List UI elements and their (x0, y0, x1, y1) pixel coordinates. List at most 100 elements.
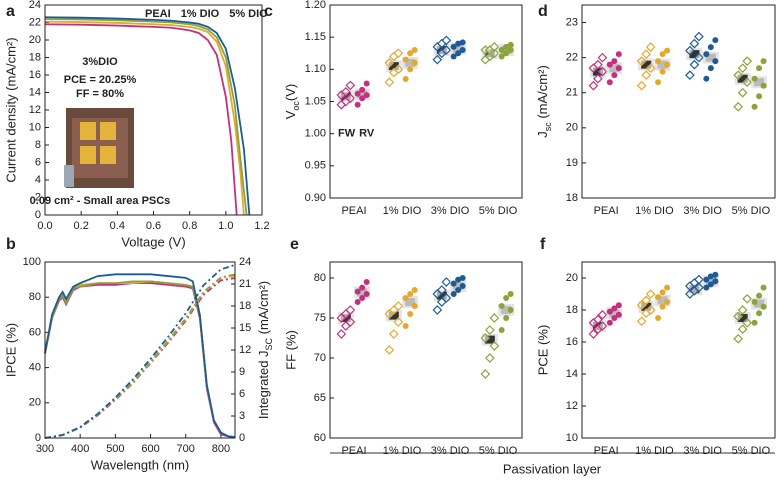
point-rv (712, 278, 719, 285)
y-axis-label-main: J (535, 131, 550, 138)
y-tick-label: 75 (314, 312, 326, 324)
y-tick-label: 2 (35, 191, 41, 203)
x-tick-label: 5% DIO (479, 205, 518, 217)
y-tick-label: 14 (566, 368, 578, 380)
x-tick-label: 3% DIO (431, 445, 470, 457)
x-tick-label: 500 (106, 443, 124, 455)
point-rv (459, 275, 466, 281)
y-axis-label-group: FF (%) (283, 330, 298, 370)
point-fw (384, 58, 395, 68)
point-rv (459, 47, 466, 54)
y-axis-label: IPCE (%) (3, 323, 18, 377)
point-rv (455, 40, 462, 47)
data-line (44, 277, 236, 439)
x-tick-label: 600 (141, 443, 159, 455)
point-rv (606, 319, 613, 326)
y-tick-label: 20 (566, 122, 578, 134)
point-fw (480, 369, 491, 379)
mean-marker (754, 78, 765, 87)
point-rv (459, 283, 466, 289)
x-tick-label: PEAI (341, 445, 366, 457)
point-rv (659, 51, 666, 58)
point-rv (363, 92, 370, 99)
y2-axis-label-main: Integrated J (256, 350, 271, 419)
mean-marker (484, 335, 495, 344)
point-fw (588, 329, 599, 339)
annotation: FF = 80% (76, 88, 124, 100)
y-tick-label: 12 (29, 104, 41, 116)
y2-tick-label: 6 (239, 388, 245, 400)
point-rv (703, 51, 710, 58)
point-rv (751, 75, 758, 82)
point-fw (489, 41, 500, 52)
point-fw (441, 277, 452, 287)
point-rv (664, 47, 671, 54)
point-rv (498, 303, 505, 309)
plot-frame (44, 261, 236, 439)
point-rv (664, 299, 671, 305)
point-rv (411, 303, 418, 309)
y-tick-label: 1.20 (305, 0, 326, 11)
mean-marker (641, 60, 652, 69)
point-rv (659, 68, 666, 75)
y-axis-label-sub: sc (543, 122, 553, 132)
point-rv (407, 66, 414, 73)
y2-tick-label: 15 (239, 322, 251, 334)
point-rv (760, 284, 767, 291)
point-rv (354, 288, 361, 295)
point-rv (703, 284, 710, 291)
y-tick-label: 21 (566, 87, 578, 99)
y-axis-label-group: Jsc (mA/cm²) (535, 65, 553, 138)
y2-axis-label-group: Integrated JSC (mA/cm²) (256, 281, 274, 419)
point-rv (760, 82, 767, 89)
point-rv (411, 47, 418, 54)
y2-tick-label: 12 (239, 344, 251, 356)
point-fw (393, 64, 404, 75)
point-rv (402, 295, 409, 301)
point-fw (489, 313, 500, 323)
y-tick-label: 20 (566, 272, 578, 284)
x-tick-label: 0.2 (74, 220, 89, 232)
point-fw (641, 49, 652, 59)
y-axis-label-main: V (283, 110, 298, 119)
point-fw (489, 341, 500, 351)
y-tick-label: 23 (566, 16, 578, 28)
point-rv (354, 90, 361, 97)
point-rv (615, 51, 622, 58)
plot-frame (581, 4, 776, 199)
point-rv (359, 95, 366, 102)
point-rv (751, 319, 758, 326)
legend-entry: RV (359, 128, 375, 140)
y-tick-label: 14 (29, 86, 41, 98)
point-fw (645, 289, 656, 299)
point-rv (611, 72, 618, 79)
y-tick-label: 22 (566, 52, 578, 64)
point-fw (685, 45, 695, 56)
device-pad (100, 122, 116, 140)
point-fw (384, 77, 395, 88)
point-fw (388, 329, 399, 339)
y-tick-label: 1.15 (305, 31, 326, 43)
point-rv (615, 65, 622, 72)
point-fw (384, 345, 395, 355)
point-fw (737, 87, 748, 98)
mean-marker (357, 90, 368, 99)
point-rv (363, 291, 370, 297)
legend-entry: FW (338, 128, 356, 140)
x-tick-label: 1% DIO (383, 205, 422, 217)
y-tick-label: 18 (29, 51, 41, 63)
data-line (44, 280, 236, 439)
x-axis-label: Voltage (V) (121, 234, 185, 249)
x-tick-label: 0.8 (182, 220, 197, 232)
point-fw (345, 93, 356, 104)
point-fw (336, 329, 347, 339)
data-line (44, 20, 245, 216)
x-tick-label: 5% DIO (732, 205, 771, 217)
point-fw (432, 54, 443, 65)
data-line (44, 280, 236, 439)
point-fw (737, 305, 748, 315)
y-tick-label: 20 (29, 34, 41, 46)
point-rv (611, 305, 618, 312)
y-axis-label-tail: (mA/cm²) (535, 65, 550, 122)
point-fw (597, 321, 608, 331)
